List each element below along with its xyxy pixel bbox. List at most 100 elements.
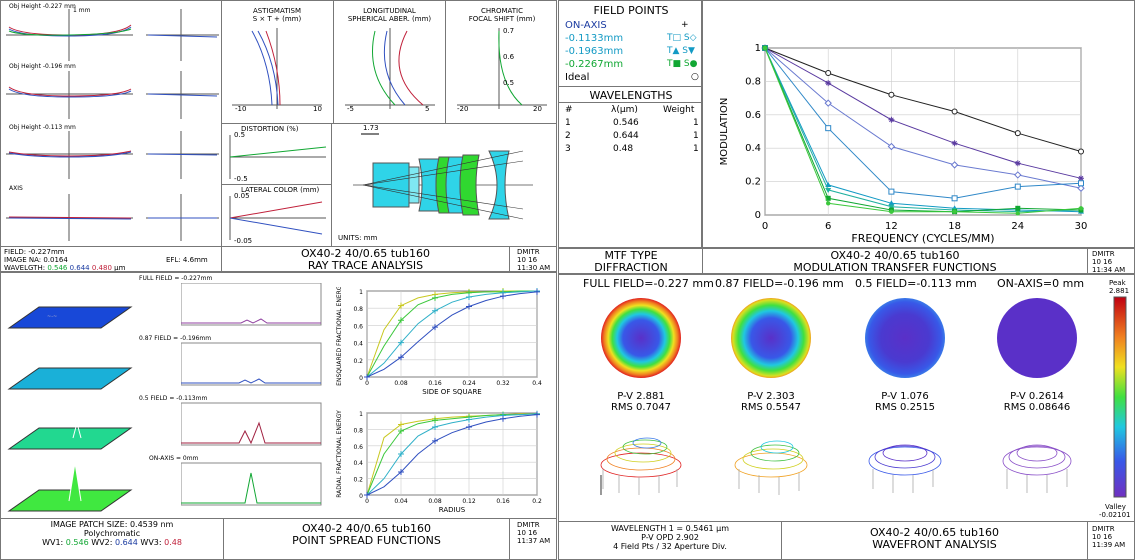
wl-header-lambda: λ(µm) (611, 105, 638, 115)
divider (559, 102, 701, 103)
wf-surface-1 (734, 440, 808, 495)
wavelength-info: WAVELGTH: 0.546 0.644 0.480 µm (4, 264, 125, 272)
data-point (824, 99, 832, 107)
series-line (764, 47, 1082, 213)
field-mark-1: T□ S◇ (667, 33, 697, 43)
wf-map-0 (601, 298, 681, 378)
astig-tick: 10 (313, 105, 322, 113)
plot-frame (366, 412, 538, 496)
series-line (764, 47, 1082, 213)
wavelengths-title: WAVELENGTHS (589, 89, 673, 102)
field-row-0: ON-AXIS (565, 20, 607, 31)
ray-fan-plots (6, 9, 219, 241)
psf-wv2: 0.644 (114, 538, 138, 547)
data-point (466, 423, 472, 430)
data-point (825, 187, 832, 193)
series-line (764, 47, 1082, 214)
data-point (1015, 205, 1021, 211)
wf-stamp-1: DMITR (1092, 525, 1115, 533)
data-point (1014, 183, 1021, 190)
wf-color-scale (1113, 296, 1127, 498)
psf-wv1: 0.546 (65, 538, 89, 547)
x-tick-label: 0 (762, 221, 768, 232)
astig-plot (232, 28, 322, 109)
wf-map-1 (731, 298, 811, 378)
data-point (398, 421, 404, 428)
data-point (398, 469, 404, 476)
y-tick-label: 0.2 (745, 177, 761, 188)
psf-title-2: POINT SPREAD FUNCTIONS (292, 534, 441, 547)
y-tick-label: 0.4 (353, 341, 363, 348)
data-point (952, 209, 957, 214)
ray-fan-3 (6, 194, 219, 241)
long-tick: 5 (425, 105, 430, 113)
data-point (432, 423, 438, 430)
wf-maps (600, 296, 1127, 498)
long-title: LONGITUDINAL (363, 7, 416, 15)
data-point (432, 307, 438, 314)
data-point (1014, 160, 1021, 167)
y-axis-label: RADIAL FRACTIONAL ENERGY (336, 410, 343, 498)
x-tick-label: 6 (825, 221, 831, 232)
chrom-tick: 0.6 (503, 53, 515, 61)
y-tick-label: 0.6 (745, 110, 761, 121)
long-sub: SPHERICAL ABER. (mm) (347, 15, 432, 23)
data-point (432, 294, 438, 301)
x-tick-label: 0.32 (496, 380, 510, 387)
y-tick-label: 0.4 (745, 143, 761, 154)
chrom-tick: 20 (533, 105, 542, 113)
wf-wl: WAVELENGTH 1 = 0.5461 µm (610, 524, 730, 533)
dist-title: DISTORTION (%) (241, 125, 299, 133)
wl-row-lambda: 0.546 (613, 118, 639, 128)
wl-row-weight: 1 (693, 131, 699, 141)
data-point (398, 302, 404, 309)
wl-header-weight: Weight (663, 105, 695, 115)
wf-header-3: ON-AXIS=0 mm (997, 277, 1085, 290)
wf-pv-0: P-V 2.881 (617, 391, 665, 402)
fan-scale: 1 mm (73, 7, 91, 14)
series-line (764, 47, 1082, 189)
na-info: IMAGE NA: 0.0164 (4, 256, 68, 264)
wf-map-3 (997, 298, 1077, 378)
field-points-panel: FIELD POINTS ON-AXIS + -0.1133mm T□ S◇ -… (558, 0, 702, 248)
data-point (825, 80, 832, 87)
psf-poly: Polychromatic (83, 529, 141, 538)
latcol-plot (229, 196, 326, 240)
wf-title-2: WAVEFRONT ANALYSIS (872, 538, 997, 551)
x-tick-label: 0.12 (462, 498, 476, 505)
dist-tick: -0.5 (234, 175, 248, 183)
y-axis-label: MODULATION (719, 98, 730, 166)
latcol-tick: -0.05 (234, 237, 253, 245)
y-tick-label: 0 (359, 375, 363, 382)
dist-tick: 0.5 (234, 131, 246, 139)
psf-title-1: OX40-2 40/0.65 tub160 (302, 522, 431, 535)
wl-header-num: # (565, 105, 573, 115)
y-tick-label: 0.8 (745, 76, 761, 87)
series-line (366, 413, 538, 496)
mtf-stamp-3: 11:34 AM (1092, 266, 1126, 274)
wl-1: 0.546 (47, 264, 68, 272)
psf-profile-0 (181, 283, 322, 326)
divider (221, 184, 331, 185)
x-axis-label: SIDE OF SQUARE (422, 388, 481, 396)
y-tick-label: 0.6 (353, 444, 363, 451)
wf-stamp-3: 11:39 AM (1092, 541, 1126, 549)
wl-row-weight: 1 (693, 144, 699, 154)
x-tick-label: 0.4 (532, 380, 542, 387)
series-line (764, 47, 1082, 152)
astig-title: ASTIGMATISM (252, 7, 302, 15)
data-point (1015, 211, 1020, 216)
divider (559, 521, 1134, 522)
data-point (951, 140, 958, 147)
astig-sub: S × T + (mm) (252, 15, 302, 23)
series-line (366, 291, 538, 378)
data-point (1014, 130, 1021, 137)
data-point (500, 293, 506, 300)
mtf-title-1: OX40-2 40/0.65 tub160 (830, 249, 960, 262)
latcol-title: LATERAL COLOR (mm) (241, 186, 320, 194)
psf-surface-2 (7, 421, 133, 450)
psf-profile-3 (181, 462, 322, 506)
wf-rms-2: RMS 0.2515 (874, 402, 936, 413)
wavefront-panel: FULL FIELD=-0.227 mm 0.87 FIELD=-0.196 m… (558, 274, 1135, 560)
data-point (1078, 148, 1084, 155)
